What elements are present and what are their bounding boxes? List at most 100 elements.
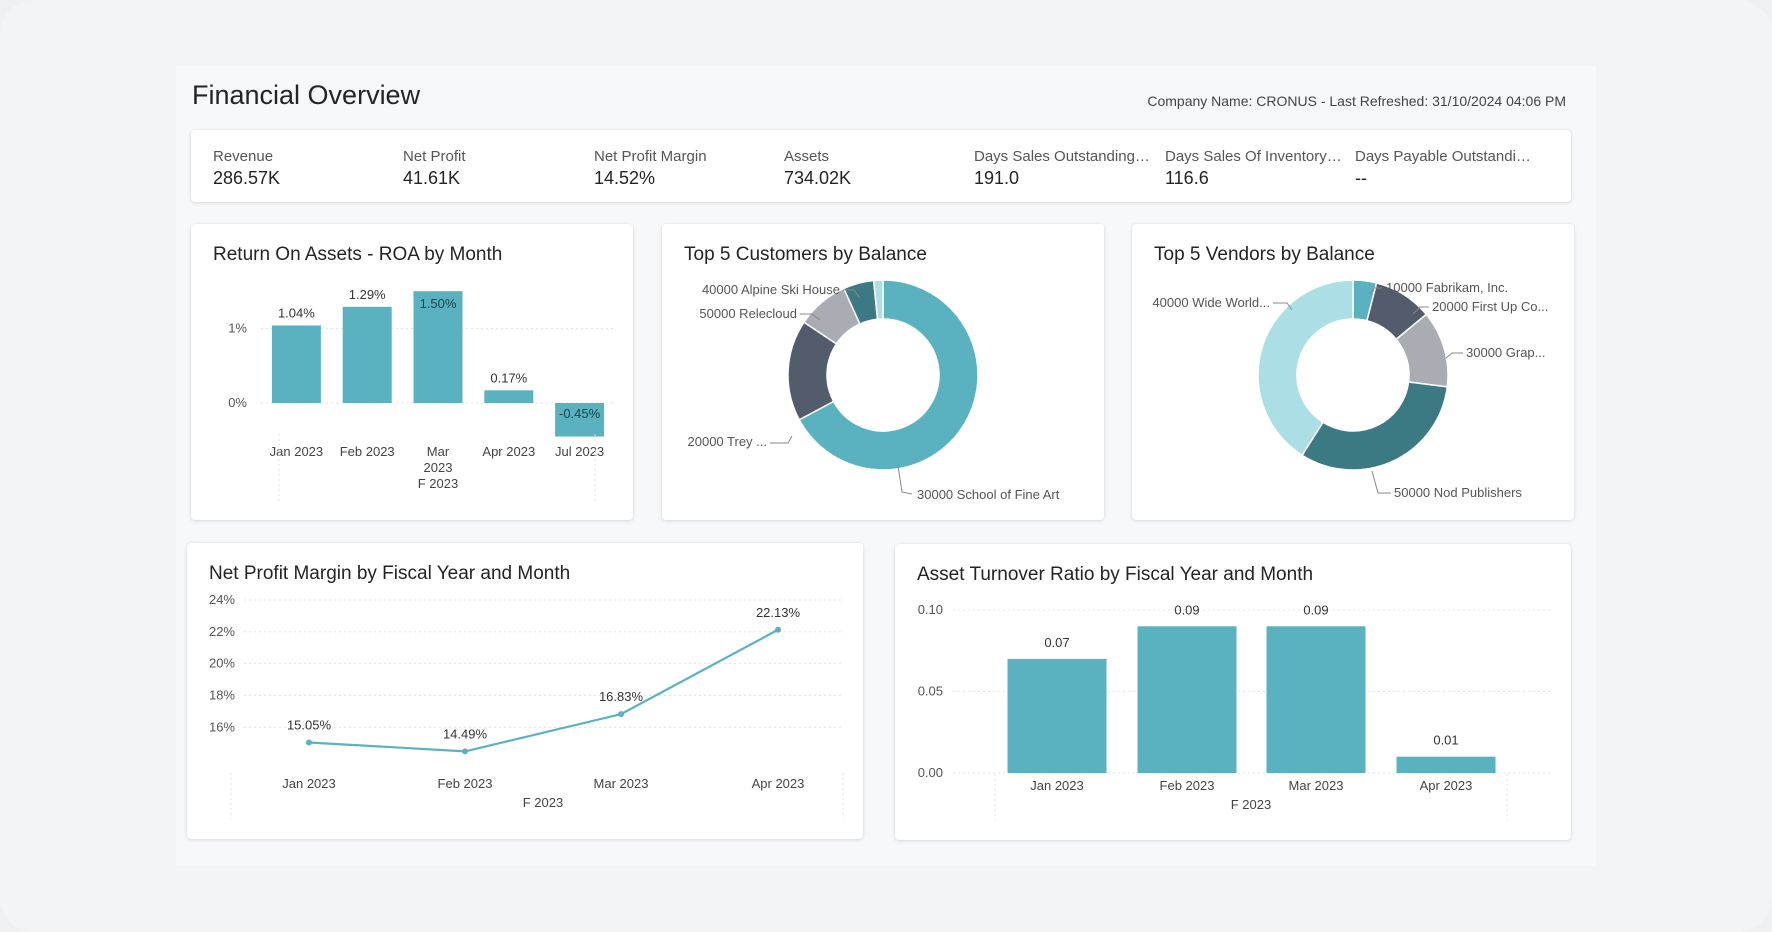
slice-label: 20000 Trey ... — [688, 434, 768, 449]
y-tick-label: 0.05 — [918, 684, 943, 699]
data-label: 16.83% — [599, 689, 644, 704]
data-label: 14.49% — [443, 726, 488, 741]
x-tick-label: 2023 — [424, 460, 453, 475]
y-tick-label: 0.10 — [918, 602, 943, 617]
bar — [1396, 756, 1496, 773]
chart-title: Asset Turnover Ratio by Fiscal Year and … — [917, 564, 1314, 585]
bar — [555, 403, 605, 437]
top-customers-donut-chart[interactable]: 30000 School of Fine Art 20000 Trey ... 50… — [662, 224, 1104, 520]
x-tick-label: Apr 2023 — [482, 444, 535, 459]
kpi-assets[interactable]: Assets 734.02K — [784, 148, 964, 189]
net-profit-margin-chart-card[interactable]: Net Profit Margin by Fiscal Year and Mon… — [187, 543, 863, 839]
y-tick-label: 20% — [209, 656, 235, 671]
x-tick-label: Jul 2023 — [555, 444, 604, 459]
slice-label: 20000 First Up Co... — [1432, 299, 1548, 314]
leader-line — [1273, 302, 1293, 311]
x-tick-label: Jan 2023 — [270, 444, 324, 459]
asset-turnover-chart-card[interactable]: Asset Turnover Ratio by Fiscal Year and … — [895, 544, 1571, 840]
chart-title: Top 5 Customers by Balance — [684, 244, 927, 265]
y-tick-label: 16% — [209, 719, 235, 734]
data-point — [462, 748, 468, 755]
leader-line — [843, 289, 860, 298]
roa-chart-card[interactable]: Return On Assets - ROA by Month 0% 1% 1.04… — [191, 224, 633, 520]
leader-line — [897, 465, 913, 495]
kpi-days-payable-outstanding[interactable]: Days Payable Outstanding ... -- — [1355, 148, 1535, 189]
kpi-label: Net Profit Margin — [594, 148, 707, 165]
leader-line — [770, 435, 793, 444]
series-line — [308, 628, 779, 753]
kpi-net-profit-margin[interactable]: Net Profit Margin 14.52% — [594, 148, 774, 189]
x-tick-label: Apr 2023 — [752, 776, 805, 791]
bar — [342, 306, 392, 403]
y-tick-label: 0.00 — [918, 765, 943, 780]
x-tick-label: Jan 2023 — [282, 776, 336, 791]
x-tick-label: Apr 2023 — [1420, 778, 1473, 793]
x-tick-label: Feb 2023 — [340, 444, 395, 459]
slice-label: 40000 Alpine Ski House — [702, 282, 840, 297]
data-label: -0.45% — [559, 406, 601, 421]
kpi-value: 191.0 — [974, 168, 1020, 188]
chart-title: Net Profit Margin by Fiscal Year and Mon… — [209, 563, 571, 584]
kpi-revenue[interactable]: Revenue 286.57K — [213, 148, 393, 189]
data-label: 0.01 — [1433, 733, 1458, 748]
y-tick-label: 1% — [228, 320, 247, 335]
asset-turnover-bar-chart[interactable]: 0.00 0.05 0.10 0.07 Jan 2023 0.09 Feb 2023 0.09… — [895, 544, 1571, 840]
chart-title: Return On Assets - ROA by Month — [213, 244, 503, 265]
report-canvas: Financial Overview Company Name: CRONUS … — [176, 66, 1596, 866]
kpi-card-row[interactable]: Revenue 286.57K Net Profit 41.61K Net Pr… — [191, 130, 1571, 202]
kpi-value: 41.61K — [403, 168, 461, 188]
data-label: 15.05% — [287, 717, 332, 732]
top-vendors-chart-card[interactable]: Top 5 Vendors by Balance 10000 Fabrikam,… — [1132, 224, 1574, 520]
bar — [271, 325, 321, 403]
bar — [1266, 626, 1366, 773]
donut-slice — [1257, 279, 1354, 457]
page-title: Financial Overview — [192, 80, 421, 110]
x-tick-label: Mar — [427, 444, 450, 459]
slice-label: 10000 Fabrikam, Inc. — [1386, 280, 1508, 295]
slice-label: 30000 Grap... — [1466, 345, 1546, 360]
data-label: 1.29% — [349, 287, 386, 302]
top-customers-chart-card[interactable]: Top 5 Customers by Balance 30000 School … — [662, 224, 1104, 520]
data-label: 0.09 — [1303, 602, 1328, 617]
x-group-label: F 2023 — [523, 795, 563, 810]
leader-line — [1371, 470, 1391, 494]
kpi-net-profit[interactable]: Net Profit 41.61K — [403, 148, 583, 189]
slice-label: 50000 Relecloud — [699, 306, 797, 321]
leader-line — [1445, 352, 1463, 359]
kpi-label: Assets — [784, 148, 830, 165]
kpi-value: 286.57K — [213, 168, 281, 188]
y-tick-label: 18% — [209, 688, 235, 703]
x-tick-label: Mar 2023 — [1289, 778, 1344, 793]
data-point — [306, 739, 312, 746]
data-label: 22.13% — [756, 605, 801, 620]
data-label: 0.17% — [490, 370, 527, 385]
kpi-label: Days Payable Outstanding ... — [1355, 148, 1535, 165]
bar — [1007, 658, 1107, 773]
data-point — [775, 626, 781, 633]
roa-bar-chart[interactable]: 0% 1% 1.04% Jan 2023 1.29% Feb 2023 1.50% Mar20… — [191, 224, 633, 520]
data-label: 0.07 — [1044, 635, 1069, 650]
x-tick-label: Feb 2023 — [1160, 778, 1215, 793]
x-tick-label: Feb 2023 — [438, 776, 493, 791]
kpi-value: -- — [1355, 168, 1367, 188]
kpi-label: Net Profit — [403, 148, 466, 165]
kpi-days-sales-of-inventory[interactable]: Days Sales Of Inventory -... 116.6 — [1165, 148, 1345, 189]
data-label: 1.04% — [278, 305, 315, 320]
kpi-value: 116.6 — [1165, 168, 1209, 188]
x-tick-label: F 2023 — [418, 476, 458, 491]
donut-slice — [798, 279, 979, 471]
kpi-label: Revenue — [213, 148, 274, 165]
kpi-value: 734.02K — [784, 168, 852, 188]
top-vendors-donut-chart[interactable]: 10000 Fabrikam, Inc. 20000 First Up Co...… — [1132, 224, 1574, 520]
bar — [1137, 626, 1237, 773]
last-refreshed-info: Company Name: CRONUS - Last Refreshed: 3… — [1147, 93, 1566, 109]
net-profit-margin-line-chart[interactable]: 16% 18% 20% 22% 24% 15.05% Jan 2023 14.49% Feb 2… — [187, 543, 863, 839]
data-label: 1.50% — [420, 296, 457, 311]
data-point — [618, 711, 624, 718]
x-tick-label: Jan 2023 — [1030, 778, 1084, 793]
slice-label: 50000 Nod Publishers — [1394, 485, 1522, 500]
y-tick-label: 24% — [209, 592, 235, 607]
kpi-days-sales-outstanding[interactable]: Days Sales Outstanding -... 191.0 — [974, 148, 1154, 189]
leader-line — [1412, 306, 1429, 315]
kpi-label: Days Sales Of Inventory -... — [1165, 148, 1345, 165]
